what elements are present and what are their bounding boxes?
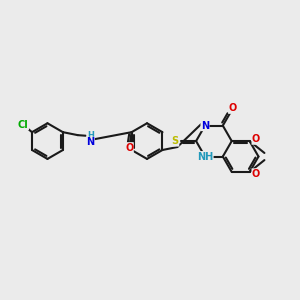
Text: N: N — [86, 137, 94, 147]
Text: Cl: Cl — [18, 120, 28, 130]
Text: N: N — [201, 121, 209, 130]
Text: O: O — [229, 103, 237, 113]
Text: O: O — [252, 169, 260, 179]
Text: H: H — [87, 131, 94, 140]
Text: O: O — [125, 142, 133, 153]
Text: O: O — [252, 134, 260, 144]
Text: S: S — [172, 136, 179, 146]
Text: NH: NH — [197, 152, 213, 161]
